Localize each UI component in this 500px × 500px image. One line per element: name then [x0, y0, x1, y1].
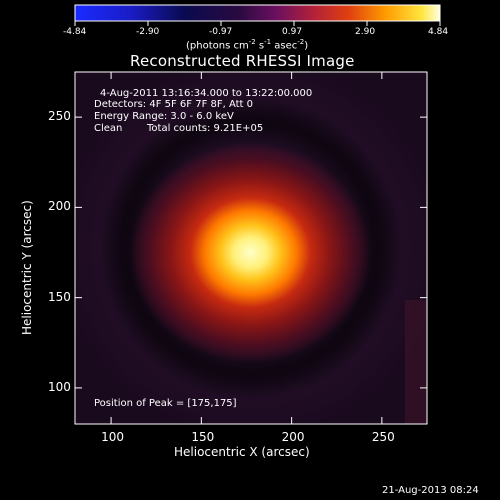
colorbar-tick-label: 2.90 — [355, 27, 376, 37]
y-tick-label: 150 — [48, 289, 71, 304]
info-total-counts: Total counts: 9.21E+05 — [147, 123, 264, 134]
peak-position: Position of Peak = [175,175] — [94, 398, 237, 409]
info-energy: Energy Range: 3.0 - 6.0 keV — [94, 111, 234, 122]
info-clean: Clean — [94, 123, 123, 134]
y-tick-label: 200 — [48, 199, 71, 214]
y-axis-label: Heliocentric Y (arcsec) — [20, 200, 34, 335]
colorbar-tick-label: -2.90 — [136, 27, 160, 37]
x-tick-label: 100 — [101, 430, 124, 444]
colorbar-tick-label: 0.97 — [282, 27, 303, 37]
x-tick-label: 250 — [371, 430, 395, 444]
image-area — [75, 72, 427, 424]
colorbar-units: (photons cm-2 s-1 asec-2) — [186, 38, 309, 52]
colorbar — [74, 4, 441, 22]
x-tick-label: 200 — [281, 430, 305, 444]
info-time: 4-Aug-2011 13:16:34.000 to 13:22:00.000 — [100, 88, 313, 99]
plot-title: Reconstructed RHESSI Image — [130, 52, 355, 70]
x-axis-label: Heliocentric X (arcsec) — [174, 445, 310, 459]
plot-frame — [74, 71, 428, 425]
colorbar-tick-label: -4.84 — [63, 27, 87, 37]
x-tick-label: 150 — [191, 430, 215, 444]
colorbar-tick-label: 4.84 — [428, 27, 449, 37]
y-tick-label: 250 — [48, 109, 71, 124]
colorbar-tick-label: -0.97 — [209, 27, 233, 37]
footer-date: 21-Aug-2013 08:24 — [382, 485, 479, 496]
info-detectors: Detectors: 4F 5F 6F 7F 8F, Att 0 — [94, 99, 254, 110]
xray-source — [130, 142, 371, 363]
y-tick-label: 100 — [48, 379, 71, 394]
